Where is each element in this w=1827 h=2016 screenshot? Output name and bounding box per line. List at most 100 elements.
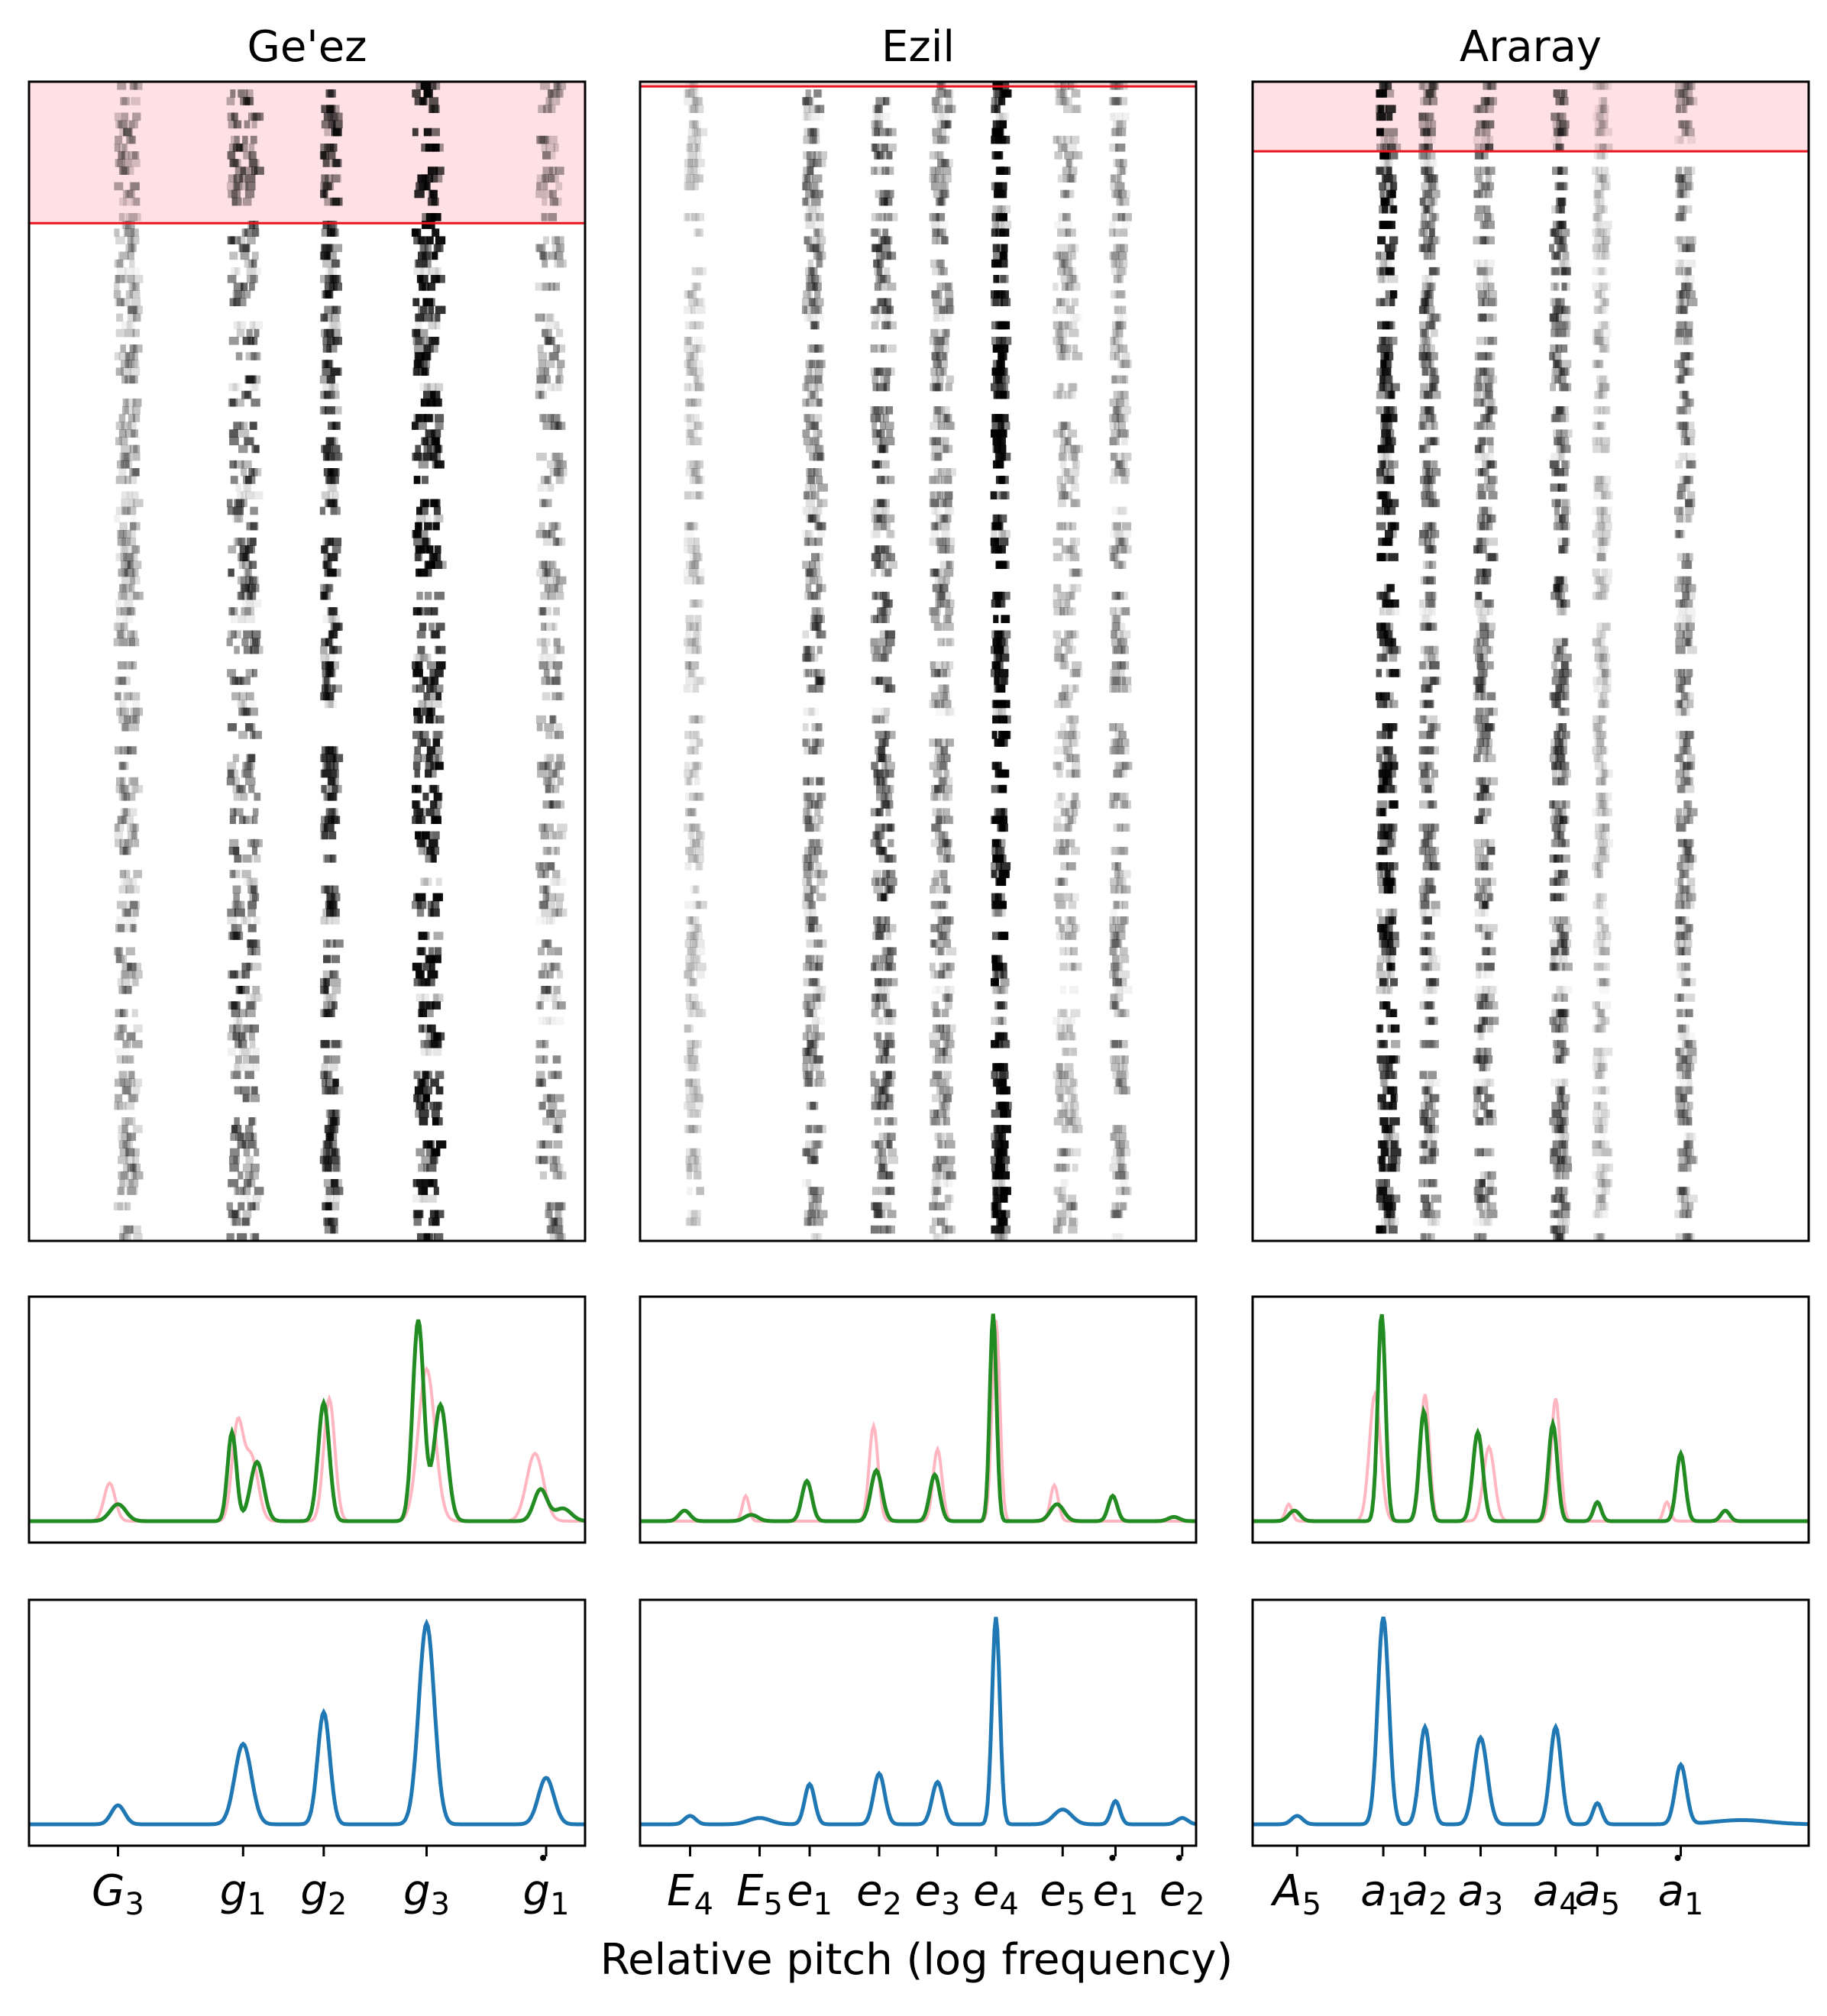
heatmap-cell — [254, 328, 260, 338]
heatmap-cell — [932, 267, 942, 276]
heatmap-cell — [124, 615, 134, 623]
heatmap-cell — [254, 855, 261, 863]
heatmap-cell — [932, 437, 941, 446]
heatmap-cell — [873, 916, 881, 925]
heatmap-cell — [543, 236, 549, 245]
heatmap-cell — [242, 337, 251, 345]
heatmap-cell — [536, 638, 547, 647]
heatmap-cell — [1121, 607, 1130, 615]
heatmap-cell — [325, 761, 335, 771]
heatmap-cell — [936, 120, 948, 129]
heatmap-cell — [871, 460, 880, 469]
heatmap-cell — [692, 120, 699, 129]
heatmap-cell — [809, 182, 818, 191]
heatmap-cell — [690, 916, 700, 925]
heatmap-cell — [424, 522, 432, 531]
heatmap-cell — [328, 553, 338, 561]
heatmap-cell — [129, 375, 138, 384]
heatmap-cell — [882, 800, 889, 809]
heatmap-cell — [123, 908, 132, 917]
heatmap-cell — [230, 932, 241, 940]
heatmap-cell — [427, 383, 438, 392]
heatmap-cell — [687, 777, 693, 786]
heatmap-cell — [946, 855, 956, 863]
heatmap-cell — [697, 970, 705, 979]
heatmap-cell — [689, 738, 697, 747]
heatmap-cell — [803, 870, 814, 878]
heatmap-cell — [870, 506, 881, 515]
heatmap-cell — [945, 383, 952, 392]
heatmap-cell — [877, 607, 886, 615]
heatmap-cell — [416, 908, 425, 917]
heatmap-cell — [885, 638, 895, 647]
heatmap-cell — [689, 383, 697, 392]
heatmap-cell — [1115, 924, 1126, 932]
heatmap-cell — [1053, 429, 1063, 438]
heatmap-cell — [536, 452, 547, 461]
heatmap-cell — [127, 321, 135, 330]
heatmap-cell — [553, 761, 562, 771]
heatmap-cell — [809, 561, 816, 570]
heatmap-cell — [696, 962, 707, 971]
heatmap-cell — [1111, 97, 1121, 105]
heatmap-cell — [804, 105, 810, 114]
heatmap-cell — [883, 112, 891, 121]
heatmap-cell — [815, 251, 822, 260]
heatmap-cell — [132, 468, 140, 477]
heatmap-cell — [875, 1055, 883, 1064]
heatmap-cell — [936, 375, 944, 384]
heatmap-cell — [240, 166, 246, 175]
heatmap-cell — [802, 1032, 809, 1041]
heatmap-cell — [1119, 661, 1130, 670]
heatmap-cell — [1065, 823, 1073, 832]
heatmap-cell — [1116, 545, 1127, 554]
heatmap-cell — [131, 97, 141, 105]
heatmap-cell — [809, 159, 818, 167]
heatmap-cell — [994, 1125, 1004, 1133]
heatmap-cell — [250, 522, 257, 531]
heatmap-cell — [871, 514, 881, 523]
heatmap-cell — [1063, 607, 1073, 615]
heatmap-cell — [1113, 337, 1120, 345]
heatmap-cell — [1111, 630, 1118, 639]
heatmap-cell — [946, 499, 952, 508]
heatmap-cell — [995, 112, 1004, 121]
heatmap-cell — [939, 1032, 950, 1041]
heatmap-cell — [130, 367, 141, 376]
heatmap-cell — [805, 669, 813, 677]
heatmap-cell — [805, 275, 816, 283]
heatmap-cell — [802, 723, 809, 732]
heatmap-cell — [552, 1125, 559, 1133]
heatmap-cell — [937, 159, 946, 167]
heatmap-cell — [1071, 1094, 1078, 1103]
heatmap-cell — [811, 800, 823, 809]
heatmap-cell — [687, 977, 696, 987]
heatmap-cell — [538, 661, 548, 670]
heatmap-cell — [930, 939, 937, 948]
heatmap-cell — [1059, 97, 1067, 105]
heatmap-cell — [1121, 986, 1133, 994]
heatmap-cell — [555, 1202, 566, 1211]
heatmap-cell — [1118, 452, 1125, 461]
heatmap-cell — [1118, 429, 1129, 438]
heatmap-cell — [432, 816, 441, 825]
heatmap-cell — [932, 298, 943, 307]
heatmap-cell — [931, 236, 940, 245]
heatmap-cell — [943, 1048, 949, 1056]
heatmap-cell — [327, 661, 335, 670]
heatmap-cell — [1110, 877, 1119, 887]
heatmap-cell — [325, 406, 335, 415]
heatmap-cell — [1109, 607, 1117, 615]
heatmap-cell — [813, 159, 822, 167]
heatmap-cell — [686, 1125, 694, 1133]
heatmap-cell — [943, 855, 950, 863]
heatmap-cell — [413, 1217, 422, 1226]
heatmap-cell — [420, 305, 428, 315]
heatmap-cell — [696, 645, 702, 654]
heatmap-cell — [435, 514, 444, 523]
heatmap-cell — [933, 305, 944, 315]
heatmap-cell — [998, 1016, 1004, 1026]
heatmap-cell — [545, 885, 551, 894]
heatmap-cell — [432, 993, 439, 1002]
heatmap-cell — [881, 545, 889, 554]
